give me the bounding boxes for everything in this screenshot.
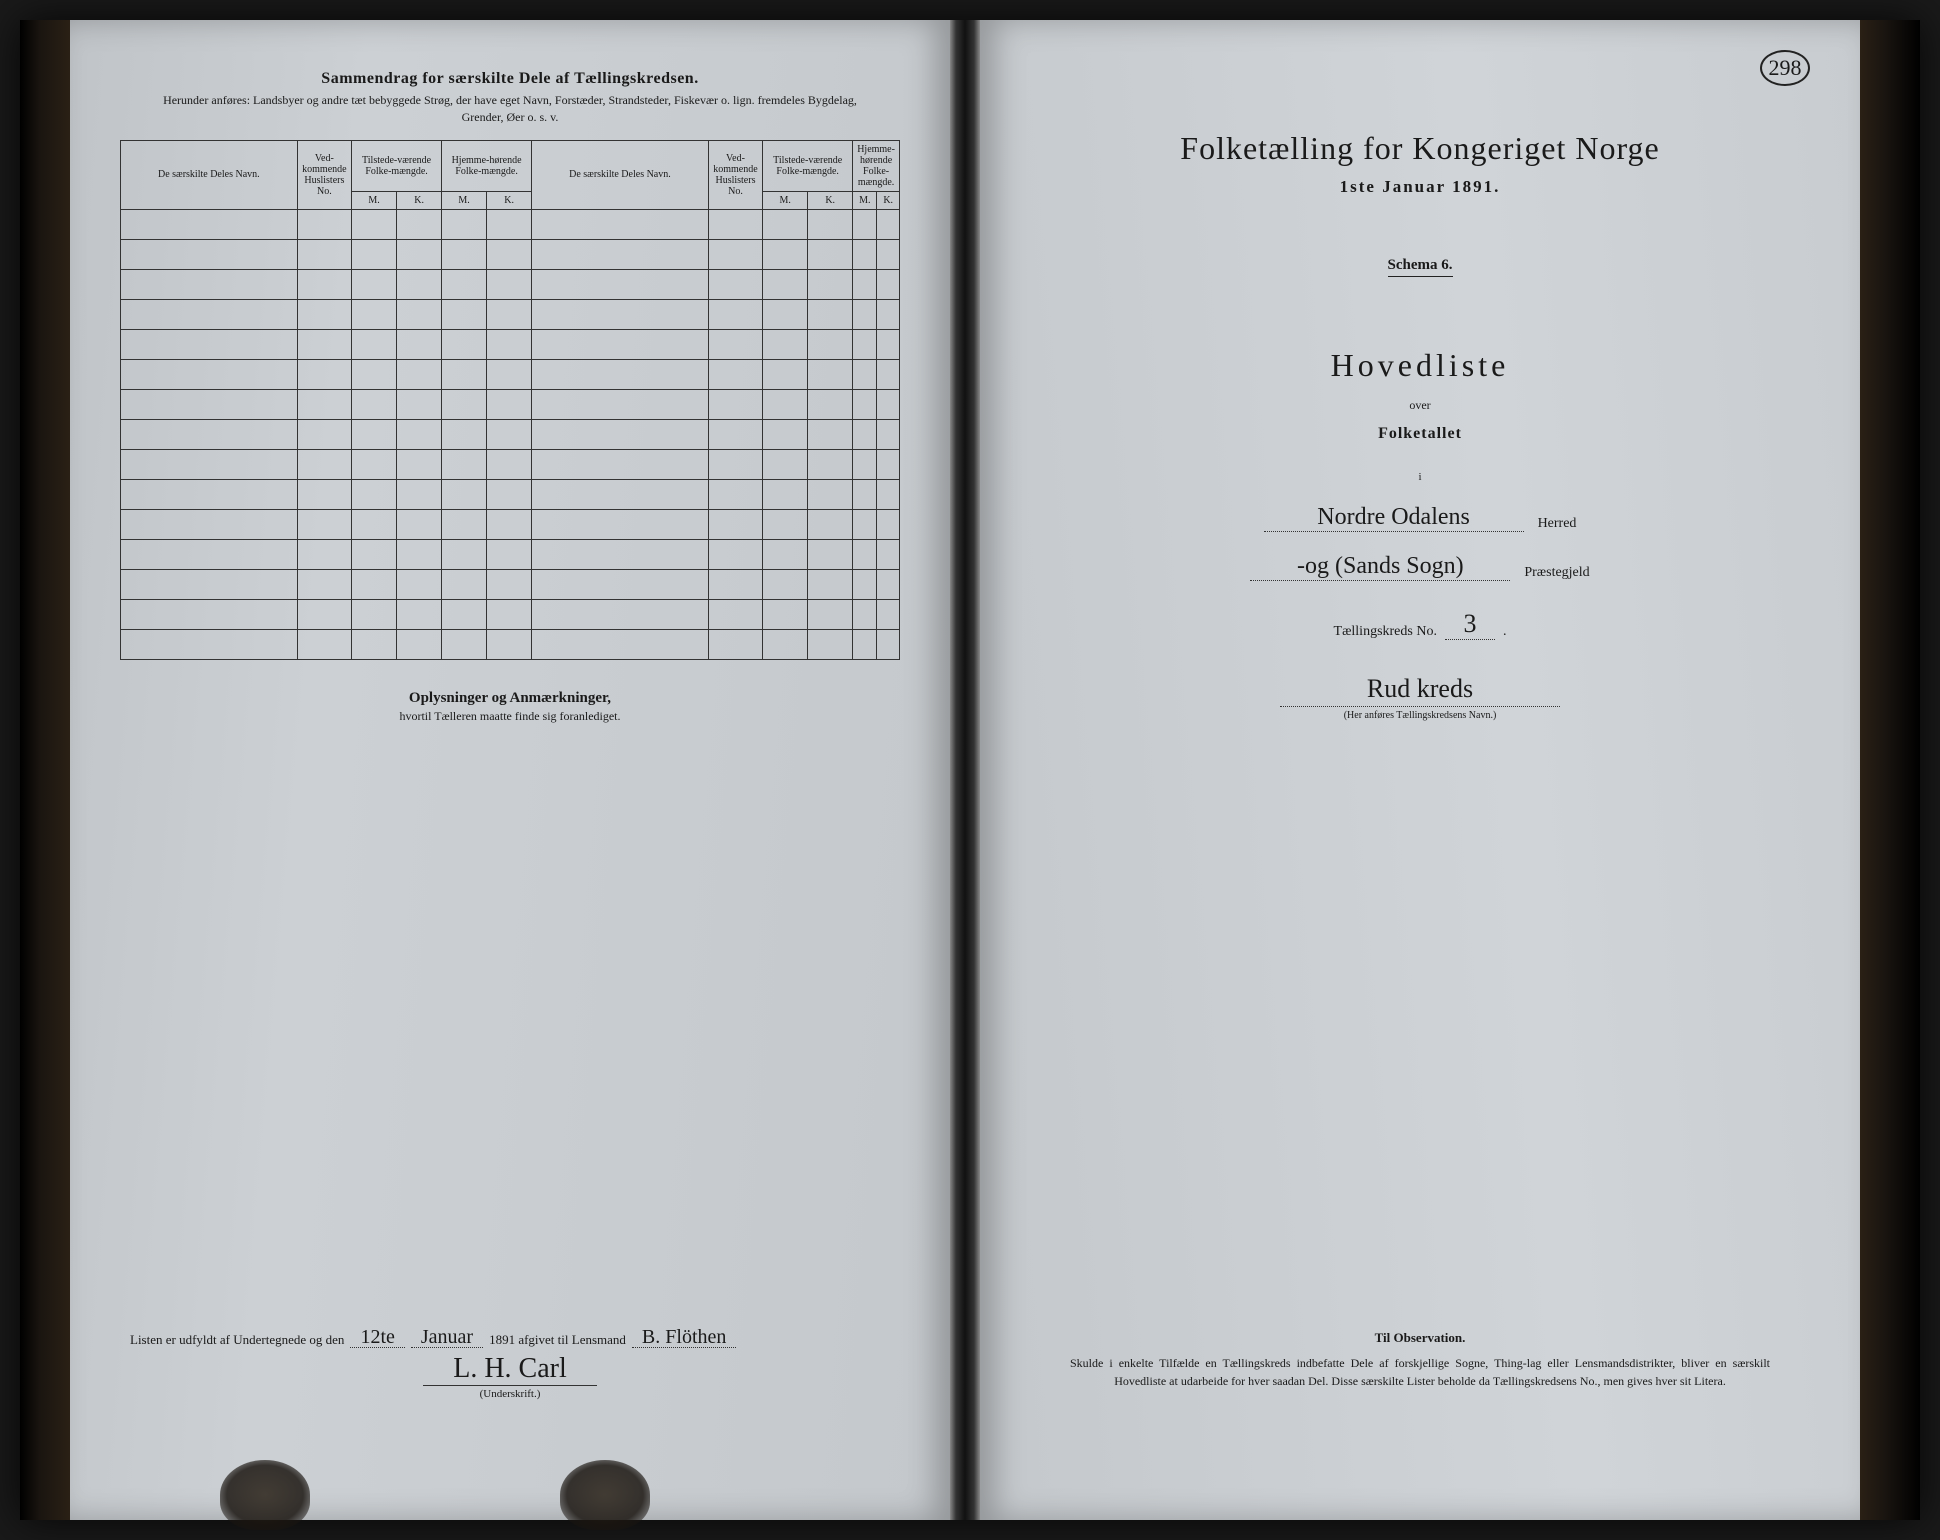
table-row (121, 509, 900, 539)
census-title: Folketælling for Kongeriget Norge (1030, 130, 1810, 167)
ledger-table: De særskilte Deles Navn. Ved-kommende Hu… (120, 140, 900, 660)
sign-day: 12te (350, 1327, 404, 1348)
oplys-sub: hvortil Tælleren maatte finde sig foranl… (120, 709, 900, 724)
table-row (121, 359, 900, 389)
th-huslister2: Ved-kommende Huslisters No. (708, 140, 762, 209)
hovedliste-title: Hovedliste (1030, 347, 1810, 384)
over-label: over (1030, 398, 1810, 413)
observation-title: Til Observation. (1070, 1330, 1770, 1346)
table-row (121, 449, 900, 479)
thumb-shadow (220, 1460, 310, 1530)
th-hjemme1: Hjemme-hørende Folke-mængde. (442, 140, 532, 191)
table-row (121, 539, 900, 569)
th-m: M. (763, 191, 808, 209)
oplysninger-block: Oplysninger og Anmærkninger, hvortil Tæl… (120, 690, 900, 724)
kreds-row: Tællingskreds No. 3 . (1030, 611, 1810, 640)
herred-row: Nordre Odalens Herred (1030, 505, 1810, 532)
table-row (121, 599, 900, 629)
kreds-name: Rud kreds (1280, 674, 1560, 707)
binding-right (1860, 20, 1920, 1520)
th-k: K. (808, 191, 853, 209)
folketallet-label: Folketallet (1030, 425, 1810, 443)
sign-lensmand: B. Flöthen (632, 1327, 736, 1348)
prestegjeld-value: -og (Sands Sogn) (1250, 554, 1510, 581)
kreds-caption: (Her anføres Tællingskredsens Navn.) (1030, 710, 1810, 721)
signature-label: (Underskrift.) (130, 1388, 890, 1400)
herred-label: Herred (1538, 516, 1577, 532)
i-label: i (1030, 471, 1810, 483)
table-row (121, 239, 900, 269)
left-page-subtitle: Herunder anføres: Landsbyer og andre tæt… (160, 92, 860, 126)
table-row (121, 269, 900, 299)
th-m: M. (352, 191, 397, 209)
table-row (121, 389, 900, 419)
table-row (121, 299, 900, 329)
th-k: K. (877, 191, 900, 209)
observation-block: Til Observation. Skulde i enkelte Tilfæl… (1070, 1330, 1770, 1390)
th-hjemme2: Hjemme-hørende Folke-mængde. (853, 140, 900, 191)
page-number: 298 (1760, 50, 1810, 86)
left-page-title: Sammendrag for særskilte Dele af Tælling… (120, 70, 900, 88)
right-page: 298 Folketælling for Kongeriget Norge 1s… (980, 20, 1860, 1520)
binding-left (20, 20, 70, 1520)
table-row (121, 569, 900, 599)
sign-month: Januar (411, 1327, 483, 1348)
book-spine (950, 20, 980, 1520)
sign-year-text: 1891 afgivet til Lensmand (489, 1332, 626, 1348)
th-huslister1: Ved-kommende Huslisters No. (297, 140, 351, 209)
book-spread: Sammendrag for særskilte Dele af Tælling… (20, 20, 1920, 1520)
th-tilstede2: Tilstede-værende Folke-mængde. (763, 140, 853, 191)
sign-prefix: Listen er udfyldt af Undertegnede og den (130, 1332, 344, 1348)
schema-label: Schema 6. (1388, 257, 1453, 277)
signature: L. H. Carl (423, 1354, 597, 1386)
prestegjeld-row: -og (Sands Sogn) Præstegjeld (1030, 554, 1810, 581)
signature-section: Listen er udfyldt af Undertegnede og den… (130, 1327, 890, 1400)
period: . (1503, 624, 1507, 640)
kreds-number: 3 (1445, 611, 1495, 640)
table-row (121, 479, 900, 509)
herred-value: Nordre Odalens (1264, 505, 1524, 532)
kreds-label: Tællingskreds No. (1334, 624, 1437, 640)
left-page: Sammendrag for særskilte Dele af Tælling… (70, 20, 950, 1520)
th-k: K. (397, 191, 442, 209)
table-row (121, 629, 900, 659)
table-row (121, 209, 900, 239)
th-tilstede1: Tilstede-værende Folke-mængde. (352, 140, 442, 191)
th-navn1: De særskilte Deles Navn. (121, 140, 298, 209)
table-row (121, 329, 900, 359)
table-row (121, 419, 900, 449)
th-navn2: De særskilte Deles Navn. (532, 140, 709, 209)
observation-text: Skulde i enkelte Tilfælde en Tællingskre… (1070, 1354, 1770, 1390)
census-date: 1ste Januar 1891. (1030, 177, 1810, 197)
oplys-title: Oplysninger og Anmærkninger, (120, 690, 900, 707)
prestegjeld-label: Præstegjeld (1524, 565, 1589, 581)
th-k: K. (487, 191, 532, 209)
th-m: M. (442, 191, 487, 209)
th-m: M. (853, 191, 877, 209)
ledger-body (121, 209, 900, 659)
thumb-shadow (560, 1460, 650, 1530)
